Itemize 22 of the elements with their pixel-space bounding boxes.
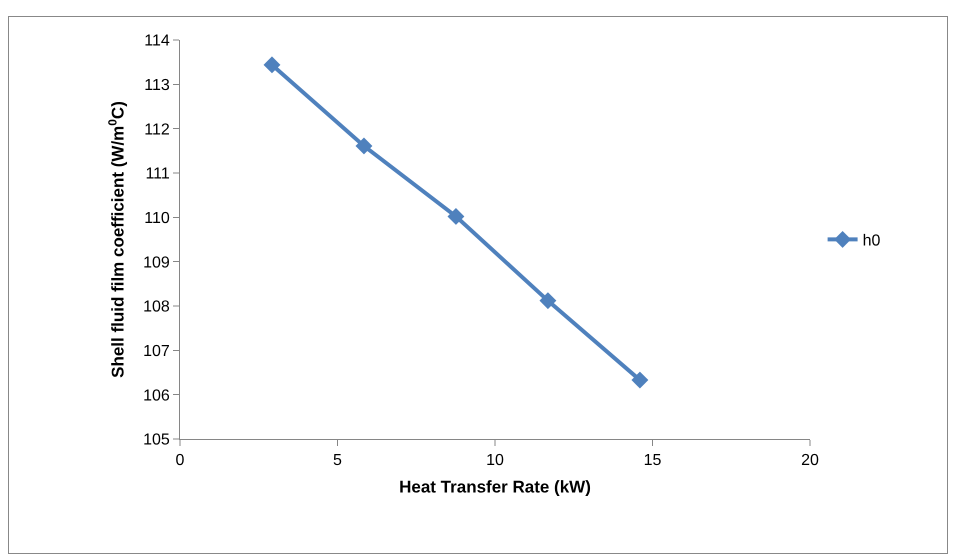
x-tick-label: 0 — [176, 452, 185, 470]
y-tick-label: 113 — [144, 76, 170, 94]
y-tick-label: 111 — [145, 166, 170, 183]
x-tick-label: 20 — [801, 452, 819, 470]
y-tick-label: 114 — [144, 32, 170, 50]
y-tick-label: 108 — [143, 298, 170, 316]
y-tick-label: 105 — [143, 432, 170, 449]
y-tick-label: 110 — [144, 210, 170, 227]
y-tick-label: 106 — [143, 387, 170, 404]
point — [264, 56, 280, 74]
x-tick-label: 10 — [486, 452, 504, 470]
legend-label: h0 — [862, 232, 880, 250]
y-tick-label: 107 — [143, 342, 170, 360]
y-tick-label: 112 — [144, 121, 170, 138]
point — [356, 138, 372, 154]
point — [539, 292, 556, 310]
point — [631, 372, 648, 388]
x-tick-label: 5 — [333, 452, 342, 470]
x-axis-title: Heat Transfer Rate (kW) — [399, 478, 591, 497]
y-tick-label: 109 — [143, 254, 170, 272]
x-tick-label: 15 — [644, 452, 662, 470]
point — [447, 208, 464, 225]
